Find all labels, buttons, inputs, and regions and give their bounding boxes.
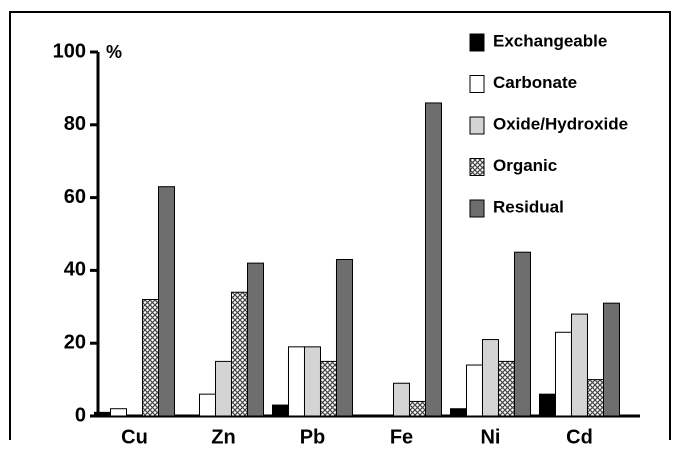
- x-tick-label: Pb: [300, 426, 326, 448]
- legend-label: Carbonate: [493, 73, 577, 92]
- x-tick-label: Zn: [211, 426, 235, 448]
- bar: [271, 404, 289, 417]
- legend-label: Oxide/Hydroxide: [493, 114, 628, 133]
- bar: [465, 364, 483, 417]
- y-tick-label: 0: [75, 404, 86, 426]
- x-tick-label: Cu: [121, 426, 148, 448]
- legend-label: Residual: [493, 197, 564, 216]
- bar: [109, 408, 127, 417]
- bar: [449, 408, 467, 417]
- bar: [335, 258, 353, 417]
- bar: [424, 102, 442, 417]
- frame: [9, 11, 671, 440]
- bar: [570, 313, 588, 417]
- x-tick-label: Fe: [390, 426, 413, 448]
- bar: [303, 346, 321, 417]
- bar: [497, 360, 515, 417]
- bar: [538, 393, 556, 417]
- legend-label: Organic: [493, 156, 557, 175]
- bar: [214, 360, 232, 417]
- y-tick-label: 80: [64, 113, 86, 135]
- bar: [602, 302, 620, 417]
- bar: [198, 393, 216, 417]
- bar: [141, 299, 159, 417]
- bar: [586, 379, 604, 417]
- bar: [513, 251, 531, 417]
- bar: [392, 382, 410, 417]
- legend-label: Exchangeable: [493, 31, 607, 50]
- bar: [230, 291, 248, 417]
- x-tick-label: Cd: [566, 426, 593, 448]
- bar: [408, 400, 426, 417]
- legend-swatch: [469, 199, 485, 218]
- bar: [319, 360, 337, 417]
- bar: [93, 411, 111, 417]
- legend-swatch: [469, 33, 485, 52]
- bar: [287, 346, 305, 417]
- y-tick-label: 60: [64, 186, 86, 208]
- x-tick-label: Ni: [480, 426, 500, 448]
- legend-swatch: [469, 75, 485, 93]
- bar: [157, 186, 175, 417]
- y-tick-label: 100: [53, 40, 86, 62]
- y-tick-label: 40: [64, 259, 86, 281]
- bar: [246, 262, 264, 417]
- y-axis-label: %: [106, 42, 122, 62]
- legend-swatch: [469, 116, 485, 135]
- legend-swatch: [469, 158, 485, 176]
- y-tick-label: 20: [64, 331, 86, 353]
- bar: [481, 339, 499, 417]
- bar: [554, 331, 572, 417]
